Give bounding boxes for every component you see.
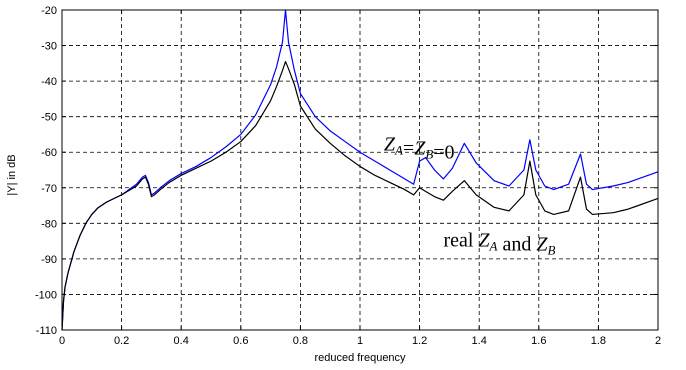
x-tick-label: 0.8 xyxy=(293,335,308,347)
annotation-real-impedance: real ZA and ZB xyxy=(443,229,555,257)
annotation-text: =0 xyxy=(433,141,454,163)
y-axis-label: |Y| in dB xyxy=(6,154,18,195)
y-tick-label: -100 xyxy=(35,289,57,301)
x-axis-label: reduced frequency xyxy=(314,352,406,364)
grid-layer xyxy=(62,10,658,330)
y-tick-label: -70 xyxy=(41,183,57,195)
x-tick-label: 1.2 xyxy=(412,335,427,347)
annotation-symbol: Z xyxy=(536,233,548,255)
x-tick-label: 0.6 xyxy=(233,335,248,347)
x-tick-label: 1 xyxy=(357,335,363,347)
x-tick-label: 0 xyxy=(59,335,65,347)
y-tick-label: -90 xyxy=(41,254,57,266)
y-tick-label: -80 xyxy=(41,218,57,230)
annotation-subscript: A xyxy=(489,238,498,253)
y-tick-label: -60 xyxy=(41,147,57,159)
annotation-symbol: Z xyxy=(478,229,490,251)
y-tick-label: -20 xyxy=(41,5,57,17)
annotation-subscript: A xyxy=(394,142,403,157)
series-layer xyxy=(61,9,659,331)
annotation-text: = xyxy=(403,137,414,159)
x-tick-label: 2 xyxy=(655,335,661,347)
annotation-text: and xyxy=(498,233,537,255)
plot-frame xyxy=(61,9,659,331)
annotation-text: real xyxy=(443,229,478,251)
series-line-black xyxy=(61,60,659,331)
y-tick-label: -50 xyxy=(41,112,57,124)
plot-border xyxy=(61,9,659,331)
y-tick-label: -40 xyxy=(41,76,57,88)
y-tick-label: -110 xyxy=(36,325,57,337)
x-tick-label: 0.2 xyxy=(114,335,129,347)
tick-labels: 0 0.2 0.4 0.6 0.8 1 1.2 1.4 1.6 1.8 2 -20 -30 -40 -50 -… xyxy=(35,5,661,347)
y-tick-label: -30 xyxy=(41,41,57,53)
series-line-blue xyxy=(61,9,659,331)
annotation-zero-impedance: ZA=ZB=0 xyxy=(384,133,455,163)
x-tick-label: 1.6 xyxy=(531,335,546,347)
x-tick-label: 0.4 xyxy=(174,335,189,347)
annotation-subscript: B xyxy=(548,242,556,257)
annotation-symbol: Z xyxy=(384,133,396,155)
annotation-symbol: Z xyxy=(414,137,426,159)
x-tick-label: 1.4 xyxy=(472,335,487,347)
x-tick-label: 1.8 xyxy=(591,335,606,347)
annotation-subscript: B xyxy=(425,146,433,161)
